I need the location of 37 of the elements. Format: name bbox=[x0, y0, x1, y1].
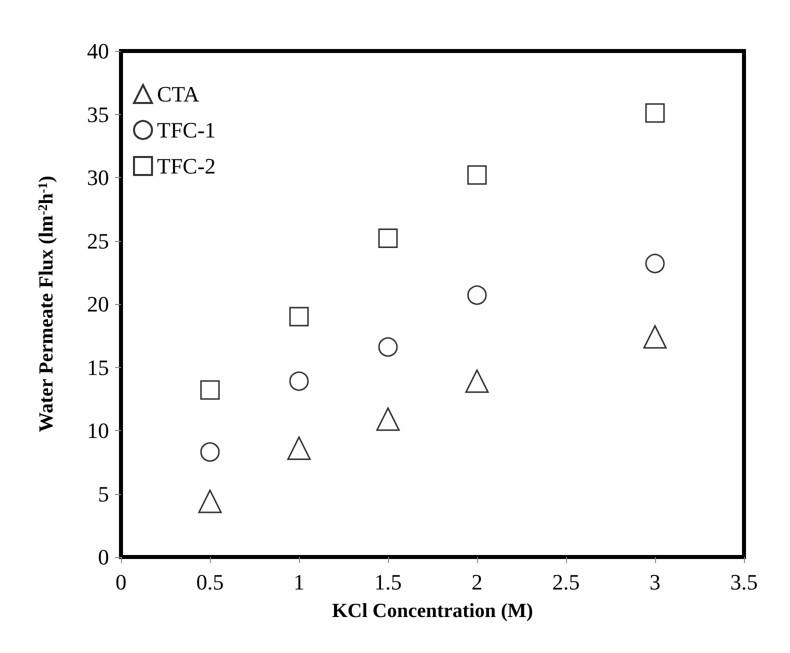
legend-label: TFC-2 bbox=[157, 154, 216, 178]
point bbox=[287, 436, 311, 460]
point bbox=[643, 325, 667, 349]
x-tick-label: 1.5 bbox=[374, 570, 402, 594]
y-tick-label: 30 bbox=[87, 165, 109, 190]
y-tick-label: 35 bbox=[87, 102, 109, 127]
y-tick-label: 25 bbox=[87, 228, 109, 254]
x-tick-label: 3.5 bbox=[730, 570, 758, 594]
y-tick-label: 10 bbox=[87, 418, 109, 443]
y-tick-label: 0 bbox=[98, 544, 109, 570]
x-tick-label: 3 bbox=[650, 570, 660, 594]
x-tick-label: 1 bbox=[294, 570, 304, 594]
x-tick-label: 0.5 bbox=[196, 570, 224, 594]
point bbox=[200, 380, 220, 400]
x-tick-label: 0 bbox=[116, 570, 126, 594]
x-axis-title: KCl Concentration (M) bbox=[332, 600, 534, 622]
point bbox=[376, 407, 400, 431]
point bbox=[378, 228, 398, 248]
point bbox=[200, 442, 220, 462]
x-tick-label: 2 bbox=[472, 570, 482, 594]
point bbox=[645, 254, 665, 274]
point bbox=[467, 285, 487, 305]
legend-label: TFC-1 bbox=[157, 118, 216, 142]
point bbox=[198, 490, 222, 514]
x-tick-label: 2.5 bbox=[552, 570, 580, 594]
y-tick-label: 20 bbox=[87, 292, 109, 316]
point bbox=[289, 306, 309, 326]
point bbox=[645, 103, 665, 123]
y-tick-label: 15 bbox=[87, 354, 109, 380]
y-tick-label: 40 bbox=[87, 38, 109, 64]
y-tick-label: 5 bbox=[98, 481, 109, 506]
point bbox=[289, 371, 309, 391]
legend-label: CTA bbox=[157, 82, 200, 106]
point bbox=[465, 369, 489, 393]
point bbox=[378, 337, 398, 357]
y-axis-title: Water Permeate Flux (lm-2h-1) bbox=[35, 176, 58, 432]
point bbox=[467, 165, 487, 185]
